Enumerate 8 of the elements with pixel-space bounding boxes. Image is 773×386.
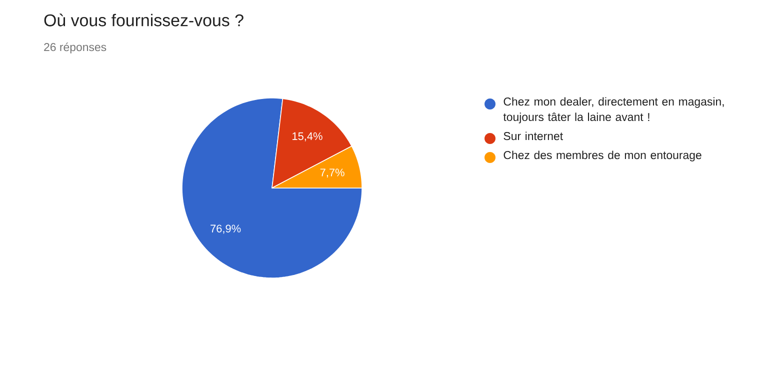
text: 26 réponses	[44, 42, 106, 54]
legend-label: Chez des membres de mon entourage	[504, 150, 702, 162]
chart-title: Où vous fournissez-vous ?	[44, 14, 244, 26]
legend-label: Sur internet	[504, 132, 563, 140]
legend-label: Chez mon dealer, directement en magasin, toujours tâter la laine avant !	[503, 97, 724, 124]
data-label: 76,9%	[210, 224, 241, 234]
data-label: 15,4%	[292, 132, 322, 142]
data-label: 7,7%	[320, 168, 344, 178]
